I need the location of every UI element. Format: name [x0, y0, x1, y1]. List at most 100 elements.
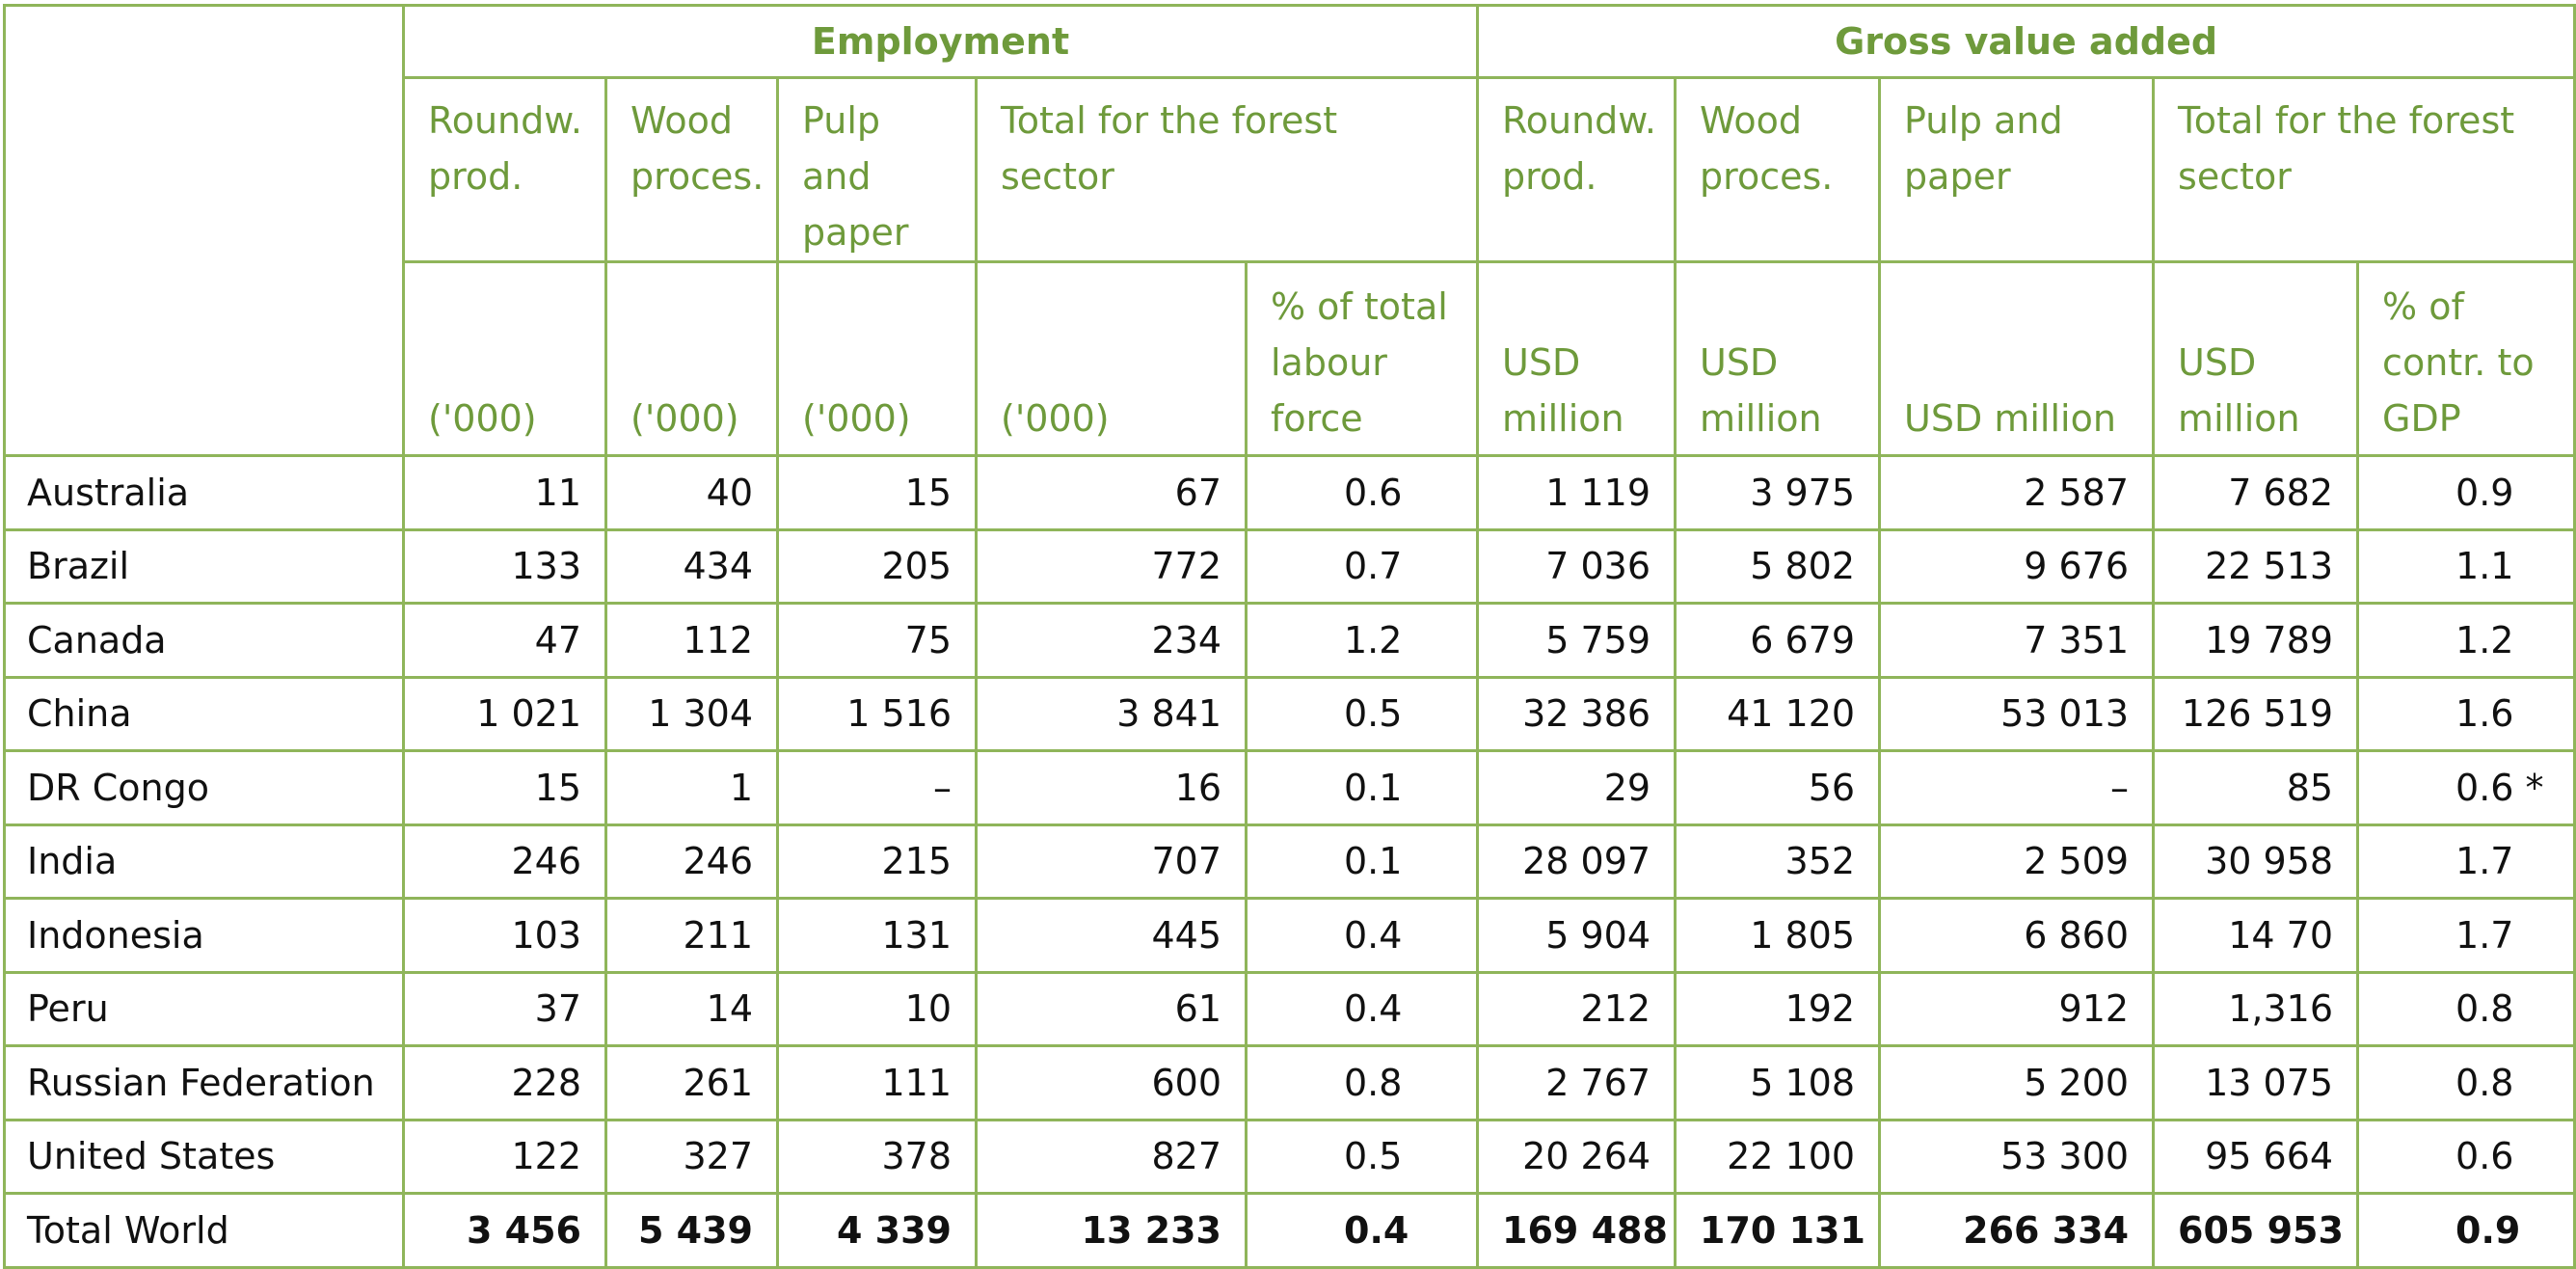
table-row: China 1 021 1 304 1 516 3 841 0.5 32 386… — [3, 675, 2576, 752]
gva-total-cell: 30 958 — [2152, 823, 2360, 900]
emp-wood-cell: 261 — [604, 1044, 779, 1121]
country-cell: Indonesia — [3, 897, 405, 974]
gva-roundw-cell: 7 036 — [1476, 527, 1677, 605]
emp-wood-cell: 246 — [604, 823, 779, 900]
country-cell: Australia — [3, 454, 405, 531]
gva-total-cell: 13 075 — [2152, 1044, 2360, 1121]
gva-total-cell: 22 513 — [2152, 527, 2360, 605]
gva-pct-cell: 1.2 — [2356, 602, 2576, 679]
gva-pct-cell: 0.6 — [2356, 1118, 2576, 1195]
emp-total-cell: 772 — [975, 527, 1248, 605]
gva-roundw-cell: 20 264 — [1476, 1118, 1677, 1195]
gva-roundw-cell: 28 097 — [1476, 823, 1677, 900]
gva-wood-cell: 22 100 — [1674, 1118, 1882, 1195]
gva-pct-cell: 1.7 — [2356, 823, 2576, 900]
gva-wood-cell: 352 — [1674, 823, 1882, 900]
emp-pct-unit: % of total labour force — [1244, 260, 1480, 457]
country-cell: Russian Federation — [3, 1044, 405, 1121]
group-header-row: Employment Gross value added — [3, 4, 2576, 457]
country-cell: India — [3, 823, 405, 900]
table-body: Australia 11 40 15 67 0.6 1 119 3 975 2 … — [3, 454, 2576, 1269]
emp-pulp-cell: 215 — [776, 823, 978, 900]
gva-total-cell: 19 789 — [2152, 602, 2360, 679]
emp-pulp-cell: 205 — [776, 527, 978, 605]
country-cell: United States — [3, 1118, 405, 1195]
table-row: United States 122 327 378 827 0.5 20 264… — [3, 1118, 2576, 1195]
table-row: Brazil 133 434 205 772 0.7 7 036 5 802 9… — [3, 527, 2576, 605]
country-cell: Canada — [3, 602, 405, 679]
gva-pct-cell: 0.9 — [2356, 454, 2576, 531]
emp-pct-cell: 0.1 — [1244, 823, 1480, 900]
emp-roundw-cell: 122 — [402, 1118, 607, 1195]
gva-wood-cell: 192 — [1674, 970, 1882, 1047]
emp-total-cell: 707 — [975, 823, 1248, 900]
total-label-cell: Total World — [3, 1192, 405, 1269]
gva-total-cell: 14 70 — [2152, 897, 2360, 974]
emp-total-cell: 600 — [975, 1044, 1248, 1121]
total-emp-pulp-cell: 4 339 — [776, 1192, 978, 1269]
table-row: Russian Federation 228 261 111 600 0.8 2… — [3, 1044, 2576, 1121]
gva-total-header: Total for the forest sector — [2152, 76, 2576, 263]
gva-wood-cell: 56 — [1674, 749, 1882, 826]
emp-wood-cell: 14 — [604, 970, 779, 1047]
gva-pct-cell: 0.8 — [2356, 970, 2576, 1047]
table-row: India 246 246 215 707 0.1 28 097 352 2 5… — [3, 823, 2576, 900]
gva-total-unit: USD million — [2152, 260, 2360, 457]
emp-pct-cell: 0.5 — [1244, 1118, 1480, 1195]
emp-total-cell: 827 — [975, 1118, 1248, 1195]
emp-wood-cell: 434 — [604, 527, 779, 605]
emp-wood-cell: 1 — [604, 749, 779, 826]
total-gva-pct-cell: 0.9 — [2356, 1192, 2576, 1269]
emp-pulp-cell: 75 — [776, 602, 978, 679]
total-emp-roundw-cell: 3 456 — [402, 1192, 607, 1269]
emp-pct-cell: 0.4 — [1244, 897, 1480, 974]
gva-pulp-cell: – — [1878, 749, 2156, 826]
gva-wood-header: Wood proces. — [1674, 76, 1882, 263]
total-gva-wood-cell: 170 131 — [1674, 1192, 1882, 1269]
table-row: Peru 37 14 10 61 0.4 212 192 912 1,316 0… — [3, 970, 2576, 1047]
emp-total-cell: 234 — [975, 602, 1248, 679]
subheader-row: Roundw. prod. Wood proces. Pulp and pape… — [5, 76, 2576, 263]
emp-roundw-cell: 1 021 — [402, 675, 607, 752]
emp-pulp-header: Pulp and paper — [776, 76, 978, 263]
emp-roundw-cell: 11 — [402, 454, 607, 531]
emp-wood-cell: 40 — [604, 454, 779, 531]
gva-pulp-cell: 53 013 — [1878, 675, 2156, 752]
emp-roundw-header: Roundw. prod. — [402, 76, 607, 263]
total-row: Total World 3 456 5 439 4 339 13 233 0.4… — [3, 1192, 2576, 1269]
table-row: Indonesia 103 211 131 445 0.4 5 904 1 80… — [3, 897, 2576, 974]
total-emp-total-cell: 13 233 — [975, 1192, 1248, 1269]
emp-wood-cell: 1 304 — [604, 675, 779, 752]
gva-roundw-cell: 1 119 — [1476, 454, 1677, 531]
emp-roundw-cell: 15 — [402, 749, 607, 826]
gva-roundw-cell: 212 — [1476, 970, 1677, 1047]
emp-roundw-cell: 103 — [402, 897, 607, 974]
gva-pulp-cell: 5 200 — [1878, 1044, 2156, 1121]
emp-roundw-cell: 37 — [402, 970, 607, 1047]
emp-wood-header: Wood proces. — [604, 76, 779, 263]
gva-wood-cell: 3 975 — [1674, 454, 1882, 531]
emp-total-cell: 61 — [975, 970, 1248, 1047]
gva-total-cell: 85 — [2152, 749, 2360, 826]
emp-total-cell: 67 — [975, 454, 1248, 531]
gva-pct-cell: 1.6 — [2356, 675, 2576, 752]
gva-group-header: Gross value added — [1476, 4, 2576, 79]
emp-pulp-cell: 15 — [776, 454, 978, 531]
emp-roundw-cell: 133 — [402, 527, 607, 605]
gva-pct-cell: 1.1 — [2356, 527, 2576, 605]
total-gva-total-cell: 605 953 — [2152, 1192, 2360, 1269]
gva-pulp-cell: 9 676 — [1878, 527, 2156, 605]
emp-total-unit: ('000) — [975, 260, 1248, 457]
emp-roundw-unit: ('000) — [402, 260, 607, 457]
corner-cell — [3, 4, 405, 457]
employment-group-header: Employment — [401, 4, 1480, 79]
total-emp-wood-cell: 5 439 — [604, 1192, 779, 1269]
total-emp-pct-cell: 0.4 — [1244, 1192, 1480, 1269]
table-row: DR Congo 15 1 – 16 0.1 29 56 – 85 0.6 * — [3, 749, 2576, 826]
emp-pulp-cell: 131 — [776, 897, 978, 974]
gva-wood-cell: 1 805 — [1674, 897, 1882, 974]
table-row: Australia 11 40 15 67 0.6 1 119 3 975 2 … — [3, 454, 2576, 531]
unit-row: ('000) ('000) ('000) ('000) % of total l… — [5, 260, 2576, 457]
gva-wood-cell: 6 679 — [1674, 602, 1882, 679]
emp-total-header: Total for the forest sector — [974, 76, 1480, 263]
